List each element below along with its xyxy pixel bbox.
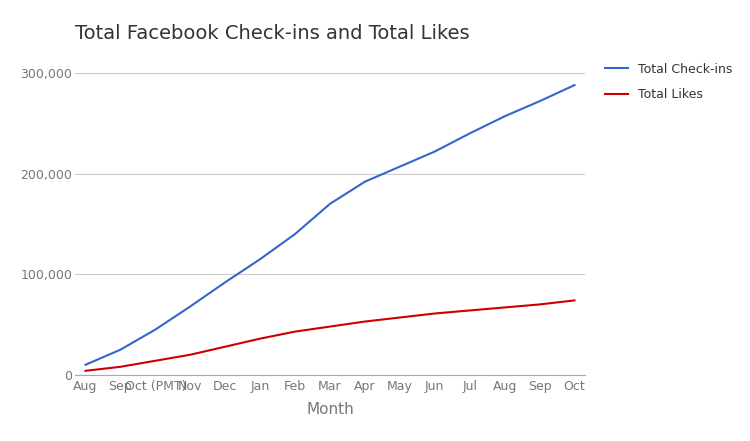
Total Check-ins (465, 131, 474, 136)
Total Check-ins (326, 201, 334, 206)
Total Likes (570, 298, 579, 303)
Total Check-ins (361, 179, 370, 184)
Total Likes (361, 319, 370, 324)
Total Likes (535, 302, 544, 307)
Total Likes (500, 305, 509, 310)
Total Check-ins (395, 164, 404, 169)
X-axis label: Month: Month (306, 402, 354, 417)
Total Likes (220, 344, 230, 349)
Total Likes (186, 352, 195, 357)
Total Check-ins (500, 114, 509, 119)
Total Likes (465, 308, 474, 313)
Total Check-ins (151, 327, 160, 332)
Total Likes (256, 336, 265, 341)
Total Likes (430, 311, 439, 316)
Total Check-ins (256, 257, 265, 262)
Total Check-ins (220, 280, 230, 285)
Total Check-ins (116, 347, 125, 352)
Total Check-ins (570, 82, 579, 88)
Total Likes (116, 364, 125, 370)
Line: Total Likes: Total Likes (86, 300, 574, 371)
Legend: Total Check-ins, Total Likes: Total Check-ins, Total Likes (602, 59, 736, 105)
Total Check-ins (81, 362, 90, 367)
Text: Total Facebook Check-ins and Total Likes: Total Facebook Check-ins and Total Likes (75, 24, 470, 43)
Total Likes (395, 315, 404, 320)
Total Check-ins (535, 99, 544, 104)
Total Check-ins (290, 232, 299, 237)
Line: Total Check-ins: Total Check-ins (86, 85, 574, 365)
Total Check-ins (186, 304, 195, 309)
Total Likes (290, 329, 299, 334)
Total Likes (151, 358, 160, 363)
Total Check-ins (430, 149, 439, 154)
Total Likes (326, 324, 334, 329)
Total Likes (81, 368, 90, 374)
